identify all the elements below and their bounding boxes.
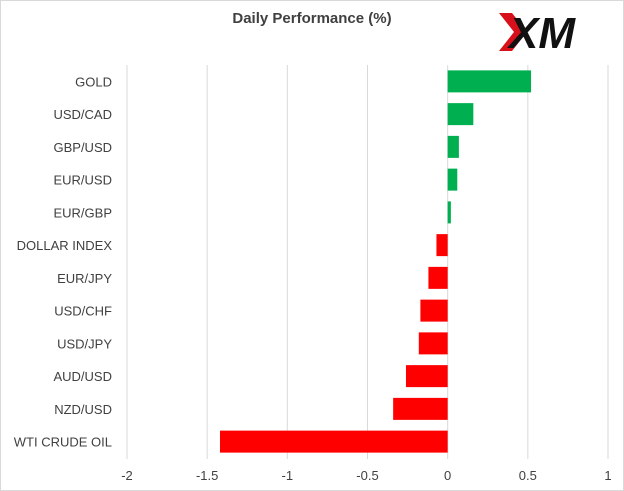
bar-gold — [447, 70, 532, 93]
category-label: GBP/USD — [53, 140, 112, 155]
category-label: WTI CRUDE OIL — [14, 435, 112, 450]
x-tick-label: 0.5 — [519, 468, 537, 483]
bar-dollar-index — [436, 234, 448, 257]
logo-red-chevron — [499, 13, 527, 51]
bar-eur-jpy — [428, 266, 448, 289]
bar-nzd-usd — [393, 397, 448, 420]
chart-title: Daily Performance (%) — [232, 10, 392, 27]
category-label: AUD/USD — [53, 369, 112, 384]
category-label: EUR/GBP — [53, 205, 112, 220]
xm-logo: XM — [499, 11, 576, 53]
category-label: DOLLAR INDEX — [17, 238, 113, 253]
category-label: GOLD — [75, 74, 112, 89]
logo-wordmark: XM — [506, 11, 576, 53]
category-label: EUR/JPY — [57, 271, 112, 286]
category-label: USD/CHF — [54, 304, 112, 319]
bar-usd-cad — [447, 103, 474, 126]
x-tick-label: -1 — [282, 468, 294, 483]
category-label: EUR/USD — [53, 173, 112, 188]
category-label: USD/CAD — [53, 107, 112, 122]
x-tick-label: 0 — [444, 468, 451, 483]
bar-wti-crude-oil — [219, 430, 448, 453]
bar-eur-gbp — [447, 201, 451, 224]
category-label: NZD/USD — [54, 402, 112, 417]
bar-gbp-usd — [447, 135, 459, 158]
x-tick-label: -1.5 — [196, 468, 218, 483]
bar-usd-chf — [420, 299, 448, 322]
x-tick-label: -0.5 — [356, 468, 378, 483]
category-label: USD/JPY — [57, 336, 112, 351]
bar-eur-usd — [447, 168, 458, 191]
bar-usd-jpy — [418, 332, 448, 355]
x-tick-label: -2 — [121, 468, 133, 483]
x-tick-label: 1 — [604, 468, 611, 483]
bar-aud-usd — [405, 365, 448, 388]
